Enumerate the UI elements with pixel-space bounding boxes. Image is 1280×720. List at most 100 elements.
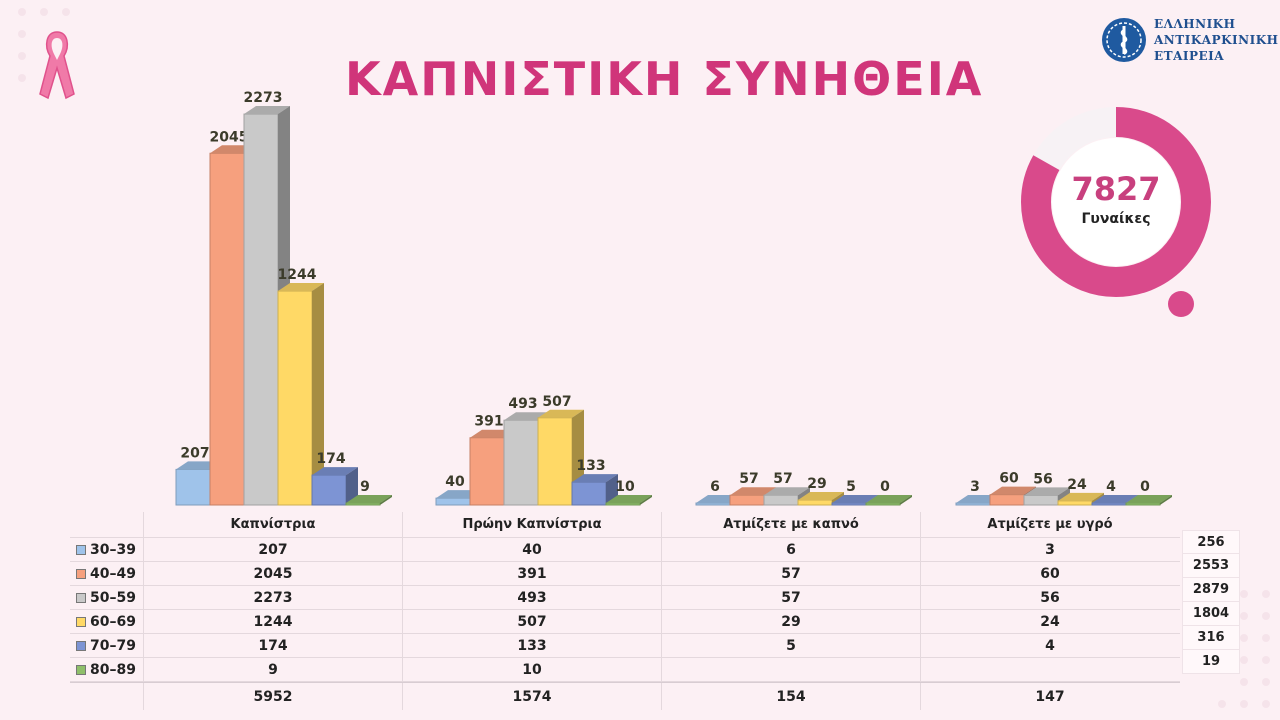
bar-front <box>435 497 471 506</box>
bar-front <box>729 494 765 506</box>
table-header-cell: Καπνίστρια <box>143 512 402 537</box>
table-cell <box>920 658 1179 681</box>
table-header-cell: Πρώην Καπνίστρια <box>402 512 661 537</box>
bar-top <box>606 495 652 503</box>
bar-value-label: 207 <box>180 445 209 461</box>
bar-front <box>571 481 607 506</box>
bar-value-label: 4 <box>1106 479 1116 495</box>
bar-value-label: 2045 <box>210 129 249 145</box>
legend-swatch <box>76 544 86 555</box>
table-row: 80–89 9 10 <box>70 658 1180 682</box>
series-name: 60–69 <box>90 613 136 630</box>
bar-value-label: 60 <box>999 471 1019 487</box>
legend-swatch <box>76 640 86 651</box>
table-cell: 57 <box>661 562 920 585</box>
table-cell: 5 <box>661 634 920 657</box>
series-label: 30–39 <box>70 538 143 561</box>
bar-top <box>1126 495 1172 503</box>
bar-front <box>209 152 245 506</box>
table-cell: 207 <box>143 538 402 561</box>
table-cell: 10 <box>402 658 661 681</box>
bar-top <box>866 495 912 503</box>
bar-top <box>1058 492 1104 501</box>
bar-top <box>832 495 878 503</box>
bar-80–89-0 <box>345 495 392 506</box>
table-cell: 391 <box>402 562 661 585</box>
series-label: 70–79 <box>70 634 143 657</box>
column-total: 154 <box>661 683 920 710</box>
row-total: 2879 <box>1182 578 1240 602</box>
table-cell: 29 <box>661 610 920 633</box>
bar-top <box>1092 495 1138 503</box>
table-cell: 56 <box>920 586 1179 609</box>
bar-80–89-1 <box>605 495 652 506</box>
table-cell: 57 <box>661 586 920 609</box>
table-cell: 9 <box>143 658 402 681</box>
bar-front <box>243 113 279 506</box>
table-cell <box>661 658 920 681</box>
table-cell: 133 <box>402 634 661 657</box>
bar-front <box>989 494 1025 506</box>
bar-front <box>345 502 381 506</box>
bar-front <box>605 502 641 506</box>
bar-side <box>1160 495 1172 505</box>
bar-front <box>277 290 313 506</box>
table-header-cell: Ατμίζετε με καπνό <box>661 512 920 537</box>
bar-top <box>346 495 392 503</box>
bar-value-label: 5 <box>846 479 856 495</box>
bar-80–89-2 <box>865 495 912 506</box>
bar-top <box>764 487 810 496</box>
bar-front <box>763 494 799 506</box>
bar-value-label: 56 <box>1033 471 1052 487</box>
table-row: 70–79 174 133 5 4 <box>70 634 1180 658</box>
bar-front <box>469 437 505 506</box>
column-total: 1574 <box>402 683 661 710</box>
total-women-number: 7827 <box>1071 170 1161 208</box>
legend-swatch <box>76 592 86 603</box>
row-total: 316 <box>1182 626 1240 650</box>
bar-top <box>278 283 324 292</box>
series-name: 30–39 <box>90 541 136 558</box>
bar-front <box>1057 500 1093 506</box>
bar-side <box>380 495 392 505</box>
legend-swatch <box>76 568 86 579</box>
bar-side <box>900 495 912 505</box>
bar-value-label: 0 <box>1140 479 1150 495</box>
bar-front <box>955 502 991 506</box>
series-label: 80–89 <box>70 658 143 681</box>
bar-value-label: 133 <box>576 458 605 474</box>
logo-line-2: ΑΝΤΙΚΑΡΚΙΝΙΚΗ <box>1154 33 1279 47</box>
bar-side <box>346 467 358 505</box>
table-header-corner <box>70 512 143 537</box>
table-header-cell: Ατμίζετε με υγρό <box>920 512 1179 537</box>
bar-60–69-1 <box>537 409 584 506</box>
bar-60–69-0 <box>277 283 324 506</box>
table-cell: 507 <box>402 610 661 633</box>
table-cell: 6 <box>661 538 920 561</box>
row-total: 256 <box>1182 530 1240 554</box>
total-donut <box>1021 107 1211 297</box>
table-cell: 3 <box>920 538 1179 561</box>
bar-front <box>797 499 833 506</box>
bar-top <box>798 492 844 501</box>
bar-top <box>730 487 776 496</box>
column-total: 147 <box>920 683 1179 710</box>
bar-top <box>572 474 618 483</box>
bar-top <box>1024 487 1070 496</box>
page-title: ΚΑΠΝΙΣΤΙΚΗ ΣΥΝΗΘΕΙΑ <box>345 52 984 106</box>
bar-front <box>175 468 211 506</box>
bar-80–89-3 <box>1125 495 1172 506</box>
bar-value-label: 0 <box>880 479 890 495</box>
bar-value-label: 3 <box>970 479 980 495</box>
logo-line-3: ΕΤΑΙΡΕΙΑ <box>1154 49 1225 63</box>
table-cell: 24 <box>920 610 1179 633</box>
bar-value-label: 391 <box>474 414 503 430</box>
series-label: 40–49 <box>70 562 143 585</box>
series-label: 60–69 <box>70 610 143 633</box>
series-name: 70–79 <box>90 637 136 654</box>
table-cell: 1244 <box>143 610 402 633</box>
bar-value-label: 57 <box>739 471 758 487</box>
legend-swatch <box>76 664 86 675</box>
bar-value-label: 174 <box>316 451 345 467</box>
society-logo: ΕΛΛΗΝΙΚΗ ΑΝΤΙΚΑΡΚΙΝΙΚΗ ΕΤΑΙΡΕΙΑ <box>1100 16 1278 66</box>
